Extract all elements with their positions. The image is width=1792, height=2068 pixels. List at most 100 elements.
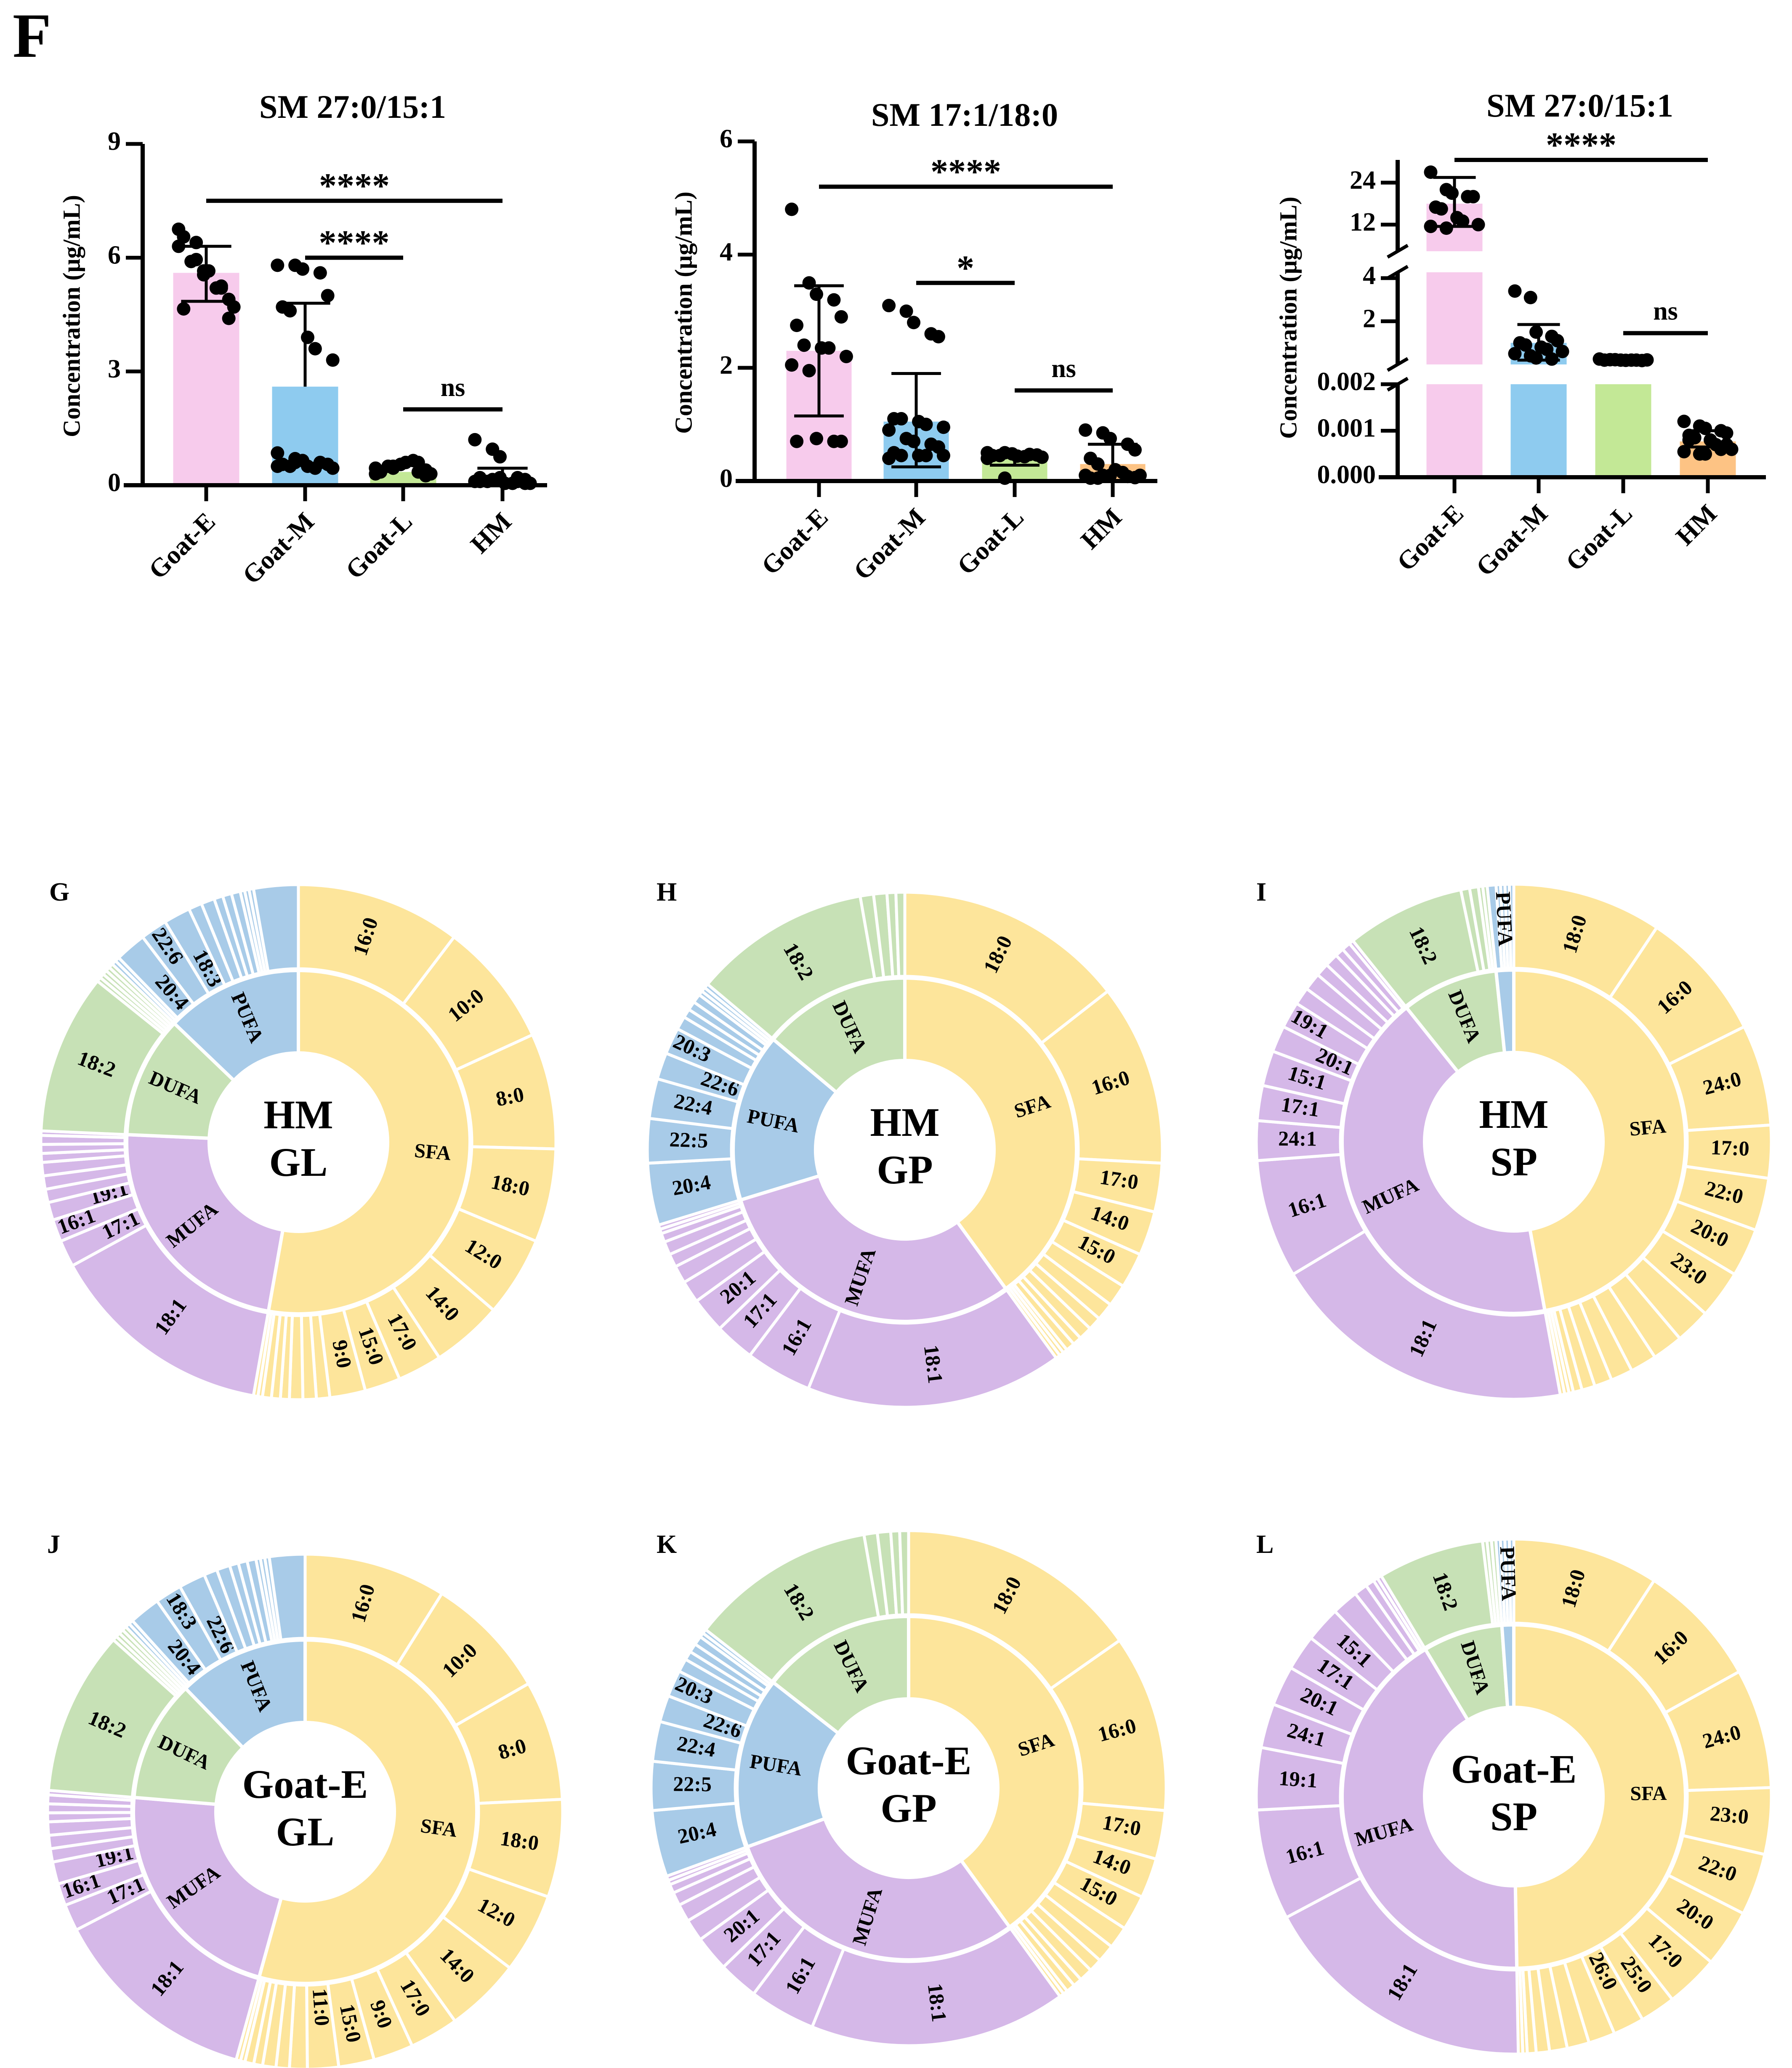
group-label: SFA — [1630, 1782, 1667, 1805]
chart-title: SM 27:0/15:1 — [259, 88, 446, 125]
center-label-class: SP — [1490, 1794, 1537, 1839]
outer-segment — [252, 883, 300, 973]
data-point — [834, 434, 848, 448]
bar-goat-l — [1595, 384, 1651, 477]
group-label: SFA — [419, 1815, 459, 1842]
data-point — [1439, 221, 1453, 235]
x-tick-label: Goat-E — [1391, 499, 1469, 577]
data-point — [1508, 284, 1522, 298]
segment-label: 11:0 — [308, 1988, 334, 2027]
center-label-sample: Goat-E — [846, 1738, 972, 1783]
x-tick-label: Goat-M — [1470, 499, 1553, 582]
sunburst-j: J16:010:08:018:012:014:017:09:015:011:0S… — [46, 1530, 564, 2068]
data-point — [271, 459, 284, 473]
data-point — [1445, 186, 1459, 200]
axis-break-mark — [1386, 265, 1409, 280]
segment-label: 22:5 — [673, 1772, 712, 1796]
data-point — [907, 316, 920, 330]
y-tick-label: 4 — [1363, 261, 1376, 290]
data-point — [931, 330, 945, 344]
significance-label: **** — [319, 166, 390, 205]
significance-label: ns — [1051, 354, 1076, 383]
outer-segment — [810, 1926, 1062, 2047]
y-tick-label: 24 — [1350, 166, 1376, 194]
data-point — [1677, 415, 1691, 428]
inner-ring-mufa — [1340, 1005, 1547, 1315]
segment-label: 17:0 — [1710, 1135, 1750, 1161]
inner-ring-dufa — [771, 976, 907, 1095]
data-point — [1091, 457, 1105, 471]
data-point — [1103, 432, 1117, 446]
bar-goat-m — [1510, 384, 1567, 477]
center-label-class: GP — [880, 1786, 936, 1831]
data-point — [222, 292, 236, 306]
data-point — [810, 287, 823, 301]
data-point — [1424, 165, 1438, 179]
center-label-sample: Goat-E — [242, 1762, 368, 1807]
inner-ring-pufa — [172, 968, 300, 1083]
segment-label: 19:1 — [1278, 1766, 1318, 1792]
data-point — [822, 341, 836, 355]
outer-segment — [1284, 1876, 1520, 2056]
data-point — [1523, 291, 1537, 305]
data-point — [1035, 450, 1049, 464]
center-label-sample: HM — [1479, 1092, 1548, 1137]
y-tick-label: 0 — [720, 464, 733, 493]
data-point — [936, 420, 950, 434]
center-label-class: SP — [1490, 1139, 1537, 1184]
data-point — [189, 236, 203, 250]
center-label-sample: HM — [870, 1100, 939, 1145]
data-point — [271, 446, 284, 460]
y-tick-label: 6 — [108, 241, 121, 270]
sunburst-k: K18:016:017:014:015:0SFA18:116:117:120:1… — [649, 1529, 1168, 2047]
bar-chart-1: SM 27:0/15:1 Concentration (μg/mL) 0 3 6 9 Goa… — [58, 88, 547, 590]
chart-title: SM 17:1/18:0 — [871, 96, 1058, 133]
data-point — [981, 452, 994, 465]
outer-segment — [806, 1288, 1058, 1409]
axis-break-mark — [1386, 244, 1409, 259]
inner-ring-mufa — [738, 1173, 1008, 1323]
inner-ring-mufa — [132, 1795, 284, 1980]
segment-label: 18:1 — [923, 1982, 952, 2023]
outer-segment — [898, 1529, 910, 1616]
segment-label: 17:0 — [1098, 1165, 1140, 1194]
panel-label: L — [1256, 1530, 1274, 1559]
data-point — [321, 289, 335, 303]
data-point — [1677, 445, 1691, 459]
sunburst-l: L18:016:024:023:022:020:017:025:026:0SFA… — [1255, 1530, 1773, 2056]
panel-label: G — [49, 878, 69, 906]
inner-ring-dufa — [125, 1021, 237, 1140]
outer-segment — [1291, 1229, 1562, 1401]
data-point — [177, 302, 191, 316]
center-label-sample: HM — [263, 1092, 333, 1137]
data-point — [1434, 202, 1448, 216]
significance-label: **** — [1546, 125, 1617, 165]
significance-label: ns — [1653, 297, 1678, 326]
data-point — [1720, 426, 1734, 440]
data-point — [1079, 423, 1093, 437]
data-point — [936, 449, 950, 463]
data-point — [197, 264, 210, 278]
data-point — [882, 423, 896, 437]
inner-ring-pufa — [735, 1680, 841, 1849]
data-point — [802, 276, 816, 290]
panel-label: K — [657, 1530, 677, 1559]
segment-label: 8:0 — [494, 1082, 526, 1111]
data-point — [894, 412, 908, 426]
inner-ring-pufa — [1494, 968, 1515, 1055]
data-point — [797, 338, 811, 352]
data-point — [1018, 450, 1032, 464]
segment-label: 22:5 — [669, 1127, 709, 1152]
inner-ring-mufa — [745, 1816, 1012, 1962]
data-point — [790, 434, 804, 448]
data-point — [785, 358, 799, 372]
center-label-class: GL — [276, 1809, 335, 1854]
y-tick-label: 0.000 — [1317, 460, 1376, 489]
data-point — [288, 455, 302, 469]
y-tick-label: 2 — [1363, 305, 1376, 333]
data-point — [172, 222, 186, 236]
x-tick-label: Goat-L — [340, 507, 417, 585]
y-tick-label: 12 — [1350, 208, 1376, 237]
axis-break-mark — [1386, 377, 1409, 392]
